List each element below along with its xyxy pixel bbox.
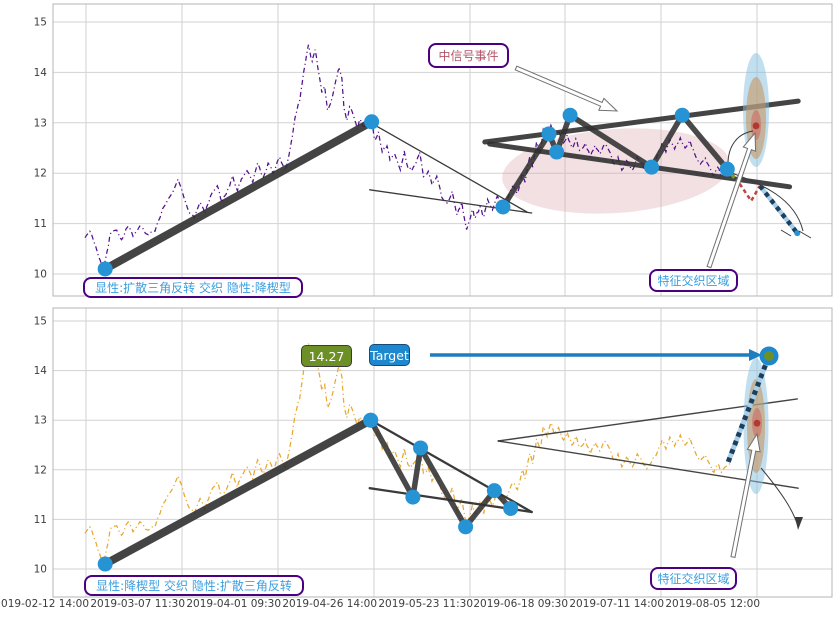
signal-event-label: 中信号事件 [428, 43, 509, 68]
y-tick-label: 15 [34, 316, 47, 328]
rising-trendline-bottom [101, 416, 375, 568]
y-tick-label: 12 [34, 464, 47, 476]
arc-end-tick [780, 229, 792, 237]
pointer-arrow [730, 432, 761, 558]
pattern-point-dot [405, 489, 421, 505]
pattern-point-dot [674, 107, 690, 123]
forecast-blue-top-dashes [758, 184, 800, 235]
y-tick-label: 14 [34, 365, 48, 377]
pattern-summary-label-bottom: 显性:降楔型 交织 隐性:扩散三角反转 [84, 575, 304, 596]
signal-dot-bottom [753, 419, 761, 427]
target-point-inner [764, 351, 774, 361]
y-tick-label: 13 [34, 117, 47, 129]
y-tick-label: 12 [34, 168, 47, 180]
pattern-point-dot [97, 261, 113, 277]
x-tick-label: 2019-04-01 09:30 [186, 598, 281, 610]
pattern-point-dot [413, 440, 429, 456]
pointer-arrow [706, 131, 757, 269]
signal-dot-top [752, 122, 760, 130]
feature-zone-label-bottom: 特征交织区域 [650, 567, 737, 590]
y-tick-label: 10 [34, 564, 47, 576]
x-tick-label: 2019-02-12 14:00 [0, 598, 89, 610]
pattern-point-dot [562, 107, 578, 123]
pattern-point-dot [719, 161, 735, 177]
y-tick-label: 10 [34, 269, 47, 281]
pointer-arrow [514, 65, 619, 112]
forecast-end-dot-top [794, 230, 801, 237]
x-tick-label: 2019-04-26 14:00 [282, 598, 377, 610]
annotation-arc [760, 467, 799, 528]
y-tick-label: 11 [34, 514, 47, 526]
panel-border-top [52, 3, 833, 297]
pattern-zigzag-bottom [367, 417, 514, 530]
y-tick-label: 15 [34, 17, 47, 29]
pattern-point-dot [644, 159, 660, 175]
wedge-upper-bottom [369, 419, 533, 514]
y-tick-label: 14 [34, 67, 48, 79]
pattern-point-dot [458, 519, 474, 535]
pattern-point-dot [541, 126, 557, 142]
x-tick-label: 2019-08-05 12:00 [665, 598, 760, 610]
arc-end-tick [798, 230, 812, 239]
pattern-point-dot [495, 199, 511, 215]
target-arrowhead [749, 349, 762, 361]
x-tick-label: 2019-07-11 14:00 [569, 598, 664, 610]
y-tick-label: 11 [34, 218, 47, 230]
price-line-top [84, 44, 731, 269]
pattern-point-dot [549, 144, 565, 160]
target-badge: Target [369, 344, 410, 366]
x-tick-label: 2019-06-18 09:30 [473, 598, 568, 610]
wedge-upper-top [370, 122, 528, 213]
forecast-blue-bottom-dashes [725, 356, 771, 463]
pattern-point-dot [363, 412, 379, 428]
pattern-point-dot [503, 500, 519, 516]
panel-border-bottom [52, 307, 833, 598]
y-tick-label: 13 [34, 415, 47, 427]
rising-trendline-top [101, 117, 376, 273]
x-tick-label: 2019-03-07 11:30 [90, 598, 185, 610]
target-value-badge: 14.27 [301, 345, 352, 367]
arc-arrowhead [795, 517, 803, 530]
feature-zone-label-top: 特征交织区域 [649, 269, 738, 292]
pattern-point-dot [486, 483, 502, 499]
pattern-summary-label-top: 显性:扩散三角反转 交织 隐性:降楔型 [83, 277, 303, 298]
pattern-point-dot [364, 114, 380, 130]
pattern-point-dot [97, 556, 113, 572]
x-tick-label: 2019-05-23 11:30 [378, 598, 473, 610]
